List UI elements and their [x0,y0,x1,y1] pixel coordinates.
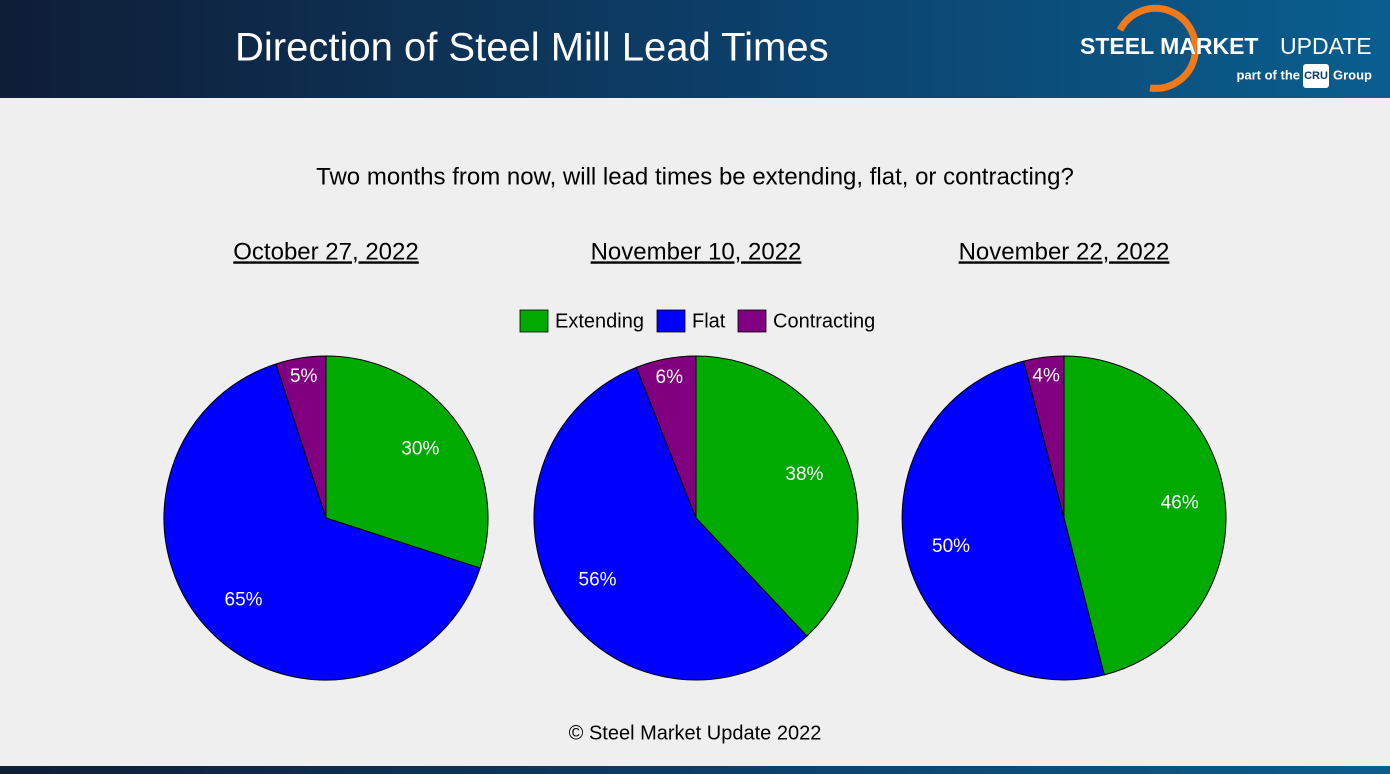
data-label: 4% [1032,366,1060,387]
legend-swatch [737,309,767,333]
legend-label: Contracting [773,310,875,332]
logo-brand-bold: STEEL MARKET [1080,33,1258,59]
pie-slice [1063,355,1227,676]
data-label: 30% [401,438,439,459]
logo-brand: UPDATE [1280,33,1372,59]
pie-title: November 10, 2022 [591,238,802,265]
footer-bar [0,766,1390,774]
pie-slice [635,355,697,519]
legend-label: Extending [555,310,644,332]
legend-label: Flat [692,310,726,332]
pie-slice [901,360,1105,681]
pie-slice [695,355,859,637]
pie-title: October 27, 2022 [233,238,418,265]
pie-title: November 22, 2022 [959,238,1170,265]
logo-tagline: part of the [1236,67,1300,82]
cru-box [1303,64,1329,88]
logo-tagline: Group [1333,67,1372,82]
data-label: 56% [579,570,617,591]
pie-slice [275,355,327,519]
pie-slice [533,366,808,681]
cru-text: CRU [1304,70,1328,82]
logo: STEEL MARKET UPDATE part of the CRU Grou… [1080,4,1372,92]
pie-slice [1023,355,1065,519]
legend-swatch [656,309,686,333]
pie-slice [163,363,481,681]
legend-swatch [519,309,549,333]
data-label: 6% [656,367,684,388]
slide-title: Direction of Steel Mill Lead Times [235,26,829,70]
data-label: 5% [290,366,318,387]
header-bar [0,0,1390,98]
copyright: © Steel Market Update 2022 [569,722,822,744]
data-label: 46% [1161,492,1199,513]
data-label: 65% [225,589,263,610]
data-label: 50% [932,536,970,557]
data-label: 38% [785,464,823,485]
question: Two months from now, will lead times be … [316,163,1074,190]
logo-swoosh [1116,4,1199,92]
pie-slice [325,355,489,569]
